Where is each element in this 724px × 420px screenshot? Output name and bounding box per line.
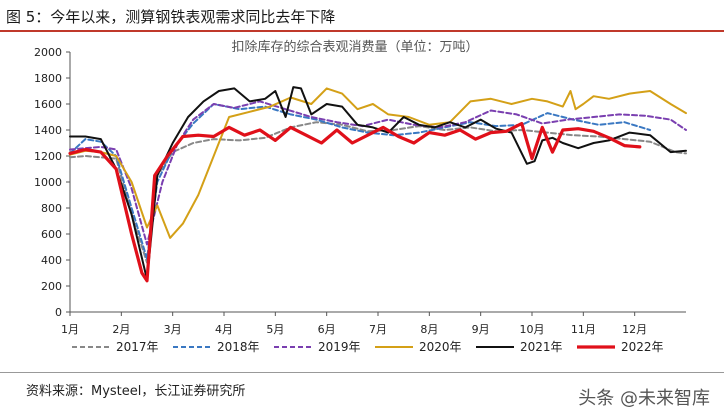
series-line-2019年 [69, 100, 687, 246]
axes: 0 200 400 600 800 1000 1200 1400 1600 1800 2000 1月 2… [34, 46, 686, 336]
legend-label: 2021年 [520, 340, 563, 354]
series-line-2017年 [69, 121, 687, 264]
source-note: 资料来源：Mysteel，长江证券研究所 [26, 384, 246, 399]
y-tick-label: 400 [41, 254, 62, 267]
line-chart: 扣除库存的综合表观消费量（单位：万吨） 0 200 400 600 800 1000 120… [34, 39, 687, 354]
x-tick-label: 2月 [112, 323, 130, 336]
legend: 2017年 2018年 2019年 2020年 2021年 2022年 [72, 340, 664, 354]
legend-label: 2020年 [419, 340, 462, 354]
y-tick-label: 1800 [34, 72, 62, 85]
y-tick-label: 1400 [34, 124, 62, 137]
x-tick-label: 1月 [61, 323, 79, 336]
figure-title: 图 5：今年以来，测算钢铁表观需求同比去年下降 [6, 8, 336, 26]
y-tick-label: 600 [41, 228, 62, 241]
series-line-2018年 [69, 103, 652, 260]
x-tick-label: 10月 [520, 323, 545, 336]
series-line-2020年 [69, 87, 687, 239]
x-tick-label: 12月 [622, 323, 647, 336]
title-divider [0, 30, 724, 32]
x-tick-label: 5月 [266, 323, 284, 336]
y-tick-label: 2000 [34, 46, 62, 59]
x-tick-label: 4月 [215, 323, 233, 336]
legend-label: 2018年 [217, 340, 260, 354]
series-lines [68, 86, 687, 283]
watermark: 头条 @未来智库 [578, 388, 710, 409]
y-tick-label: 1600 [34, 98, 62, 111]
y-tick-label: 1000 [34, 176, 62, 189]
x-tick-label: 8月 [420, 323, 438, 336]
chart-title: 扣除库存的综合表观消费量（单位：万吨） [231, 39, 478, 55]
x-tick-label: 9月 [472, 323, 490, 336]
x-tick-label: 3月 [164, 323, 182, 336]
x-tick-label: 6月 [318, 323, 336, 336]
legend-label: 2019年 [318, 340, 361, 354]
legend-label: 2022年 [621, 340, 664, 354]
legend-label: 2017年 [116, 340, 159, 354]
source-divider [0, 372, 724, 373]
series-line-2022年 [68, 121, 642, 283]
x-tick-label: 11月 [571, 323, 596, 336]
x-tick-label: 7月 [369, 323, 387, 336]
y-tick-label: 0 [55, 306, 62, 319]
series-line-2021年 [69, 86, 687, 281]
y-tick-label: 200 [41, 280, 62, 293]
y-tick-label: 1200 [34, 150, 62, 163]
y-tick-label: 800 [41, 202, 62, 215]
